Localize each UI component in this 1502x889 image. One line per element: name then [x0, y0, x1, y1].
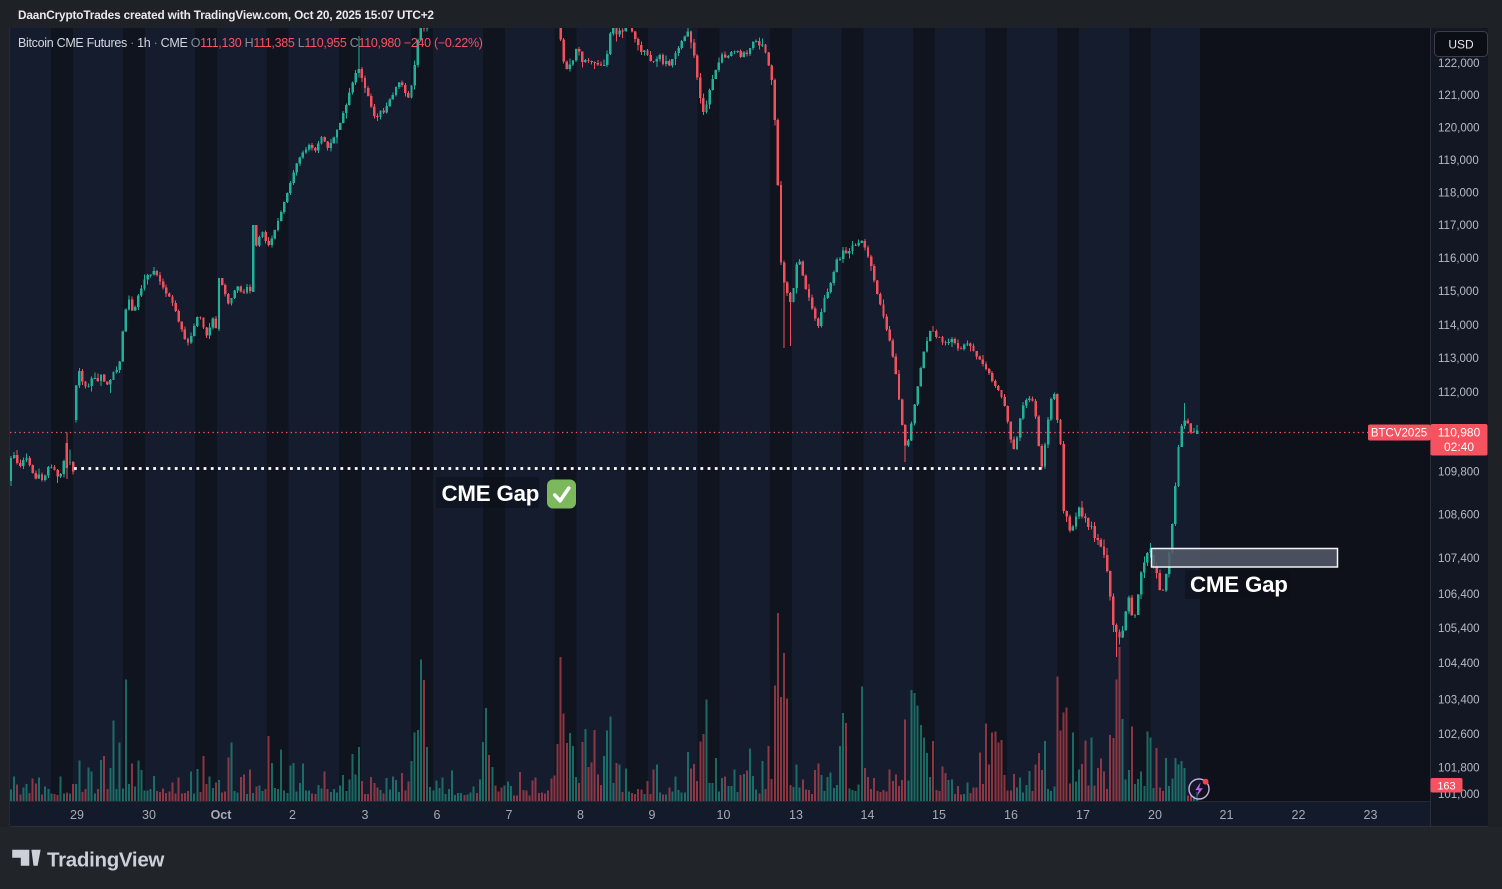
svg-text:122,000: 122,000 — [1438, 58, 1480, 70]
svg-text:103,400: 103,400 — [1438, 695, 1480, 707]
svg-text:119,000: 119,000 — [1438, 155, 1479, 167]
svg-text:14: 14 — [861, 808, 875, 822]
svg-text:Bitcoin CME Futures · 1h · CME: Bitcoin CME Futures · 1h · CME O111,130 … — [18, 36, 483, 50]
svg-text:13: 13 — [789, 808, 803, 822]
svg-text:112,000: 112,000 — [1438, 387, 1479, 399]
svg-text:9: 9 — [649, 808, 656, 822]
svg-text:6: 6 — [434, 808, 441, 822]
svg-text:BTCV2025: BTCV2025 — [1371, 428, 1427, 440]
svg-text:16: 16 — [1004, 808, 1018, 822]
svg-text:118,000: 118,000 — [1438, 188, 1479, 200]
svg-text:121,000: 121,000 — [1438, 90, 1480, 102]
svg-text:113,000: 113,000 — [1438, 353, 1479, 365]
svg-text:20: 20 — [1148, 808, 1162, 822]
svg-text:15: 15 — [932, 808, 946, 822]
svg-text:163: 163 — [1437, 781, 1455, 793]
svg-text:10: 10 — [717, 808, 731, 822]
svg-text:3: 3 — [362, 808, 369, 822]
svg-text:17: 17 — [1076, 808, 1090, 822]
svg-text:USD: USD — [1448, 38, 1474, 52]
svg-text:CME Gap: CME Gap — [442, 481, 540, 506]
svg-text:7: 7 — [506, 808, 513, 822]
svg-text:117,000: 117,000 — [1438, 220, 1479, 232]
svg-text:02:40: 02:40 — [1444, 440, 1474, 454]
svg-text:109,800: 109,800 — [1438, 467, 1480, 479]
svg-text:29: 29 — [70, 808, 84, 822]
svg-text:8: 8 — [577, 808, 584, 822]
svg-text:105,400: 105,400 — [1438, 623, 1480, 635]
svg-text:21: 21 — [1220, 808, 1234, 822]
svg-text:CME Gap: CME Gap — [1190, 572, 1288, 597]
svg-text:2: 2 — [289, 808, 296, 822]
svg-text:TradingView: TradingView — [47, 849, 164, 872]
svg-text:116,000: 116,000 — [1438, 253, 1479, 265]
svg-text:DaanCryptoTrades created with: DaanCryptoTrades created with TradingVie… — [18, 8, 434, 22]
svg-text:22: 22 — [1292, 808, 1306, 822]
svg-text:104,400: 104,400 — [1438, 658, 1480, 670]
svg-text:102,600: 102,600 — [1438, 729, 1480, 741]
svg-text:114,000: 114,000 — [1438, 320, 1479, 332]
svg-text:120,000: 120,000 — [1438, 123, 1480, 135]
svg-text:107,400: 107,400 — [1438, 553, 1480, 565]
svg-text:Oct: Oct — [211, 808, 233, 822]
svg-text:23: 23 — [1364, 808, 1378, 822]
svg-text:30: 30 — [142, 808, 156, 822]
svg-text:115,000: 115,000 — [1438, 286, 1479, 298]
svg-text:108,600: 108,600 — [1438, 510, 1480, 522]
svg-text:101,800: 101,800 — [1438, 763, 1480, 775]
svg-text:110,980: 110,980 — [1438, 426, 1481, 440]
svg-text:106,400: 106,400 — [1438, 589, 1480, 601]
